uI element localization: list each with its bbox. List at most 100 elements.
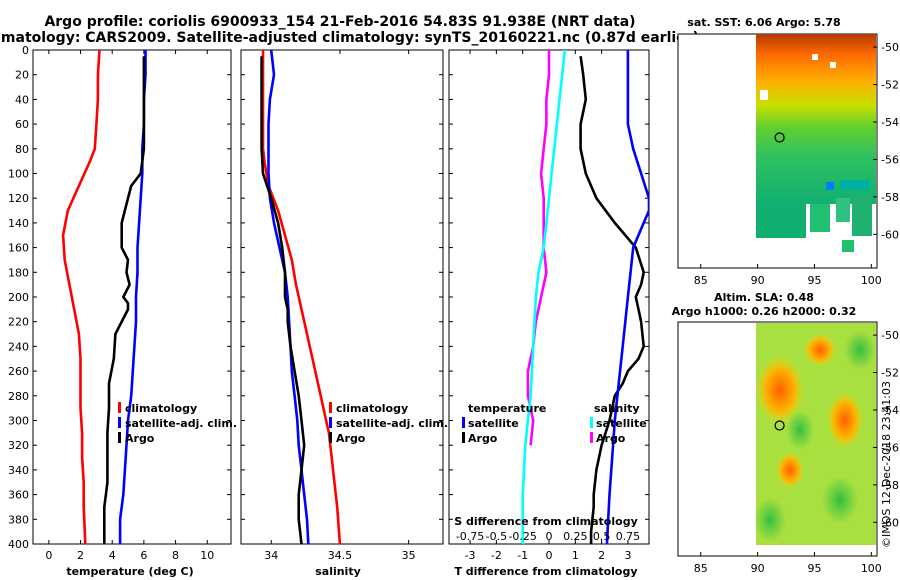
- depth-tick-label: 40: [15, 93, 29, 106]
- salinity-legend: climatology satellite-adj. clim. Argo: [329, 402, 448, 445]
- difference-series-t_diff: [521, 50, 567, 544]
- depth-tick-label: 0: [22, 44, 29, 57]
- sla-map-title-line2: Argo h1000: 0.26 h2000: 0.32: [672, 305, 857, 318]
- legend-label-climatology: climatology: [125, 402, 197, 415]
- difference-series-satellite: [605, 50, 649, 544]
- legend-label-climatology: climatology: [336, 402, 408, 415]
- sla-map-axes: 85 90 95 100 -50 -52 -54 -56 -58 -60: [694, 329, 899, 575]
- legend-label-argo: Argo: [336, 432, 366, 445]
- sla-map: 85 90 95 100 -50 -52 -54 -56 -58 -60: [677, 321, 899, 575]
- depth-tick-label: 140: [8, 217, 29, 230]
- sst-field-patch: [836, 198, 850, 222]
- map-y-tick-label: -58: [881, 479, 899, 492]
- legend-swatch-satellite: [118, 417, 121, 428]
- x-tick-label: 34.5: [328, 549, 353, 562]
- x-tick-label: 0: [45, 549, 52, 562]
- map-y-tick-label: -56: [881, 441, 899, 454]
- legend-title-temperature: temperature: [468, 402, 546, 415]
- sla-map-title-line1: Altim. SLA: 0.48: [714, 291, 814, 304]
- sla-argo-position-marker: [774, 420, 785, 431]
- salinity-series-climatology: [261, 50, 342, 544]
- depth-tick-label: 100: [8, 168, 29, 181]
- difference-panel-frame: [448, 49, 650, 545]
- sla-anomaly: [844, 330, 876, 370]
- depth-tick-label: 360: [8, 489, 29, 502]
- sst-argo-position-marker: [774, 132, 785, 143]
- sla-anomaly: [756, 356, 804, 424]
- map-x-tick-label: 100: [861, 562, 882, 575]
- map-y-tick-label: -60: [881, 516, 899, 529]
- map-y-tick-label: -54: [881, 116, 899, 129]
- sst-map-axes: 85 90 95 100 -50 -52 -54 -56 -58 -60: [694, 41, 899, 287]
- sla-anomaly: [754, 498, 786, 542]
- salinity-series: [260, 50, 342, 544]
- sst-field-patch: [806, 204, 810, 238]
- sla-anomaly: [804, 334, 836, 366]
- legend-label-s-argo: Argo: [596, 432, 626, 445]
- depth-tick-label: 400: [8, 538, 29, 551]
- salinity-panel-frame: [240, 49, 444, 545]
- legend-label-satellite: satellite-adj. clim.: [125, 417, 237, 430]
- legend-swatch-s-satellite: [590, 417, 593, 428]
- sst-field-patch: [852, 196, 872, 236]
- map-x-tick-label: 85: [694, 562, 708, 575]
- sst-field-patch: [842, 240, 854, 252]
- temperature-series-argo: [103, 56, 146, 544]
- sst-field-patch: [810, 204, 830, 232]
- salinity-xlabel: salinity: [315, 565, 361, 578]
- title-line1: Argo profile: coriolis 6900933_154 21-Fe…: [44, 14, 635, 30]
- x-tick-label: -3: [465, 549, 476, 562]
- x-tick-label: 10: [200, 549, 214, 562]
- map-x-tick-label: 95: [807, 274, 821, 287]
- sla-anomaly: [776, 452, 804, 488]
- s-difference-tick-label: 0: [546, 530, 553, 543]
- x-tick-label: 1: [572, 549, 579, 562]
- depth-tick-label: 60: [15, 118, 29, 131]
- temperature-panel-frame: [32, 49, 232, 545]
- depth-tick-label: 380: [8, 513, 29, 526]
- depth-tick-label: 180: [8, 266, 29, 279]
- depth-tick-label: 320: [8, 439, 29, 452]
- depth-tick-label: 80: [15, 143, 29, 156]
- depth-tick-label: 280: [8, 390, 29, 403]
- sla-anomaly: [786, 410, 814, 450]
- sst-field-patch: [776, 238, 806, 242]
- depth-tick-label: 20: [15, 69, 29, 82]
- map-x-tick-label: 100: [861, 274, 882, 287]
- imos-watermark: ©IMOS 12-Dec-2018 23:41:03: [880, 381, 893, 548]
- legend-label-t-argo: Argo: [468, 432, 498, 445]
- difference-series: [521, 50, 649, 544]
- sst-field-patch: [826, 182, 834, 190]
- temperature-legend: climatology satellite-adj. clim. Argo: [118, 402, 237, 445]
- temperature-series: [61, 50, 147, 544]
- temperature-axis: 0 2 4 6 8 10: [33, 49, 231, 562]
- legend-swatch-argo: [118, 432, 121, 443]
- x-tick-label: 35: [402, 549, 416, 562]
- map-x-tick-label: 90: [751, 562, 765, 575]
- legend-label-t-satellite: satellite: [468, 417, 519, 430]
- s-difference-tick-labels: -0.75 -0.5 -0.25 0 0.25 0.5 0.75: [456, 530, 640, 543]
- legend-label-argo: Argo: [125, 432, 155, 445]
- x-tick-label: 2: [598, 549, 605, 562]
- legend-swatch-climatology: [118, 402, 121, 413]
- legend-swatch-argo: [329, 432, 332, 443]
- sst-field-patch: [830, 62, 836, 68]
- salinity-series-argo: [260, 56, 306, 544]
- legend-title-salinity: salinity: [594, 402, 640, 415]
- depth-tick-label: 240: [8, 340, 29, 353]
- sst-field-patch: [760, 90, 768, 100]
- depth-tick-label: 220: [8, 316, 29, 329]
- sst-map-title: sat. SST: 6.06 Argo: 5.78: [687, 16, 840, 29]
- s-difference-tick-label: 0.5: [593, 530, 611, 543]
- legend-swatch-s-argo: [590, 432, 593, 443]
- legend-swatch-satellite: [329, 417, 332, 428]
- sst-field-patch: [840, 180, 870, 190]
- difference-series-argo: [579, 56, 646, 544]
- depth-tick-label: 200: [8, 291, 29, 304]
- depth-tick-label: 120: [8, 192, 29, 205]
- salinity-series-satellite: [267, 50, 310, 544]
- s-difference-tick-label: -0.5: [486, 530, 507, 543]
- sla-anomaly: [827, 392, 863, 448]
- salinity-axis: 34 34.5 35: [241, 49, 443, 562]
- map-x-tick-label: 95: [807, 562, 821, 575]
